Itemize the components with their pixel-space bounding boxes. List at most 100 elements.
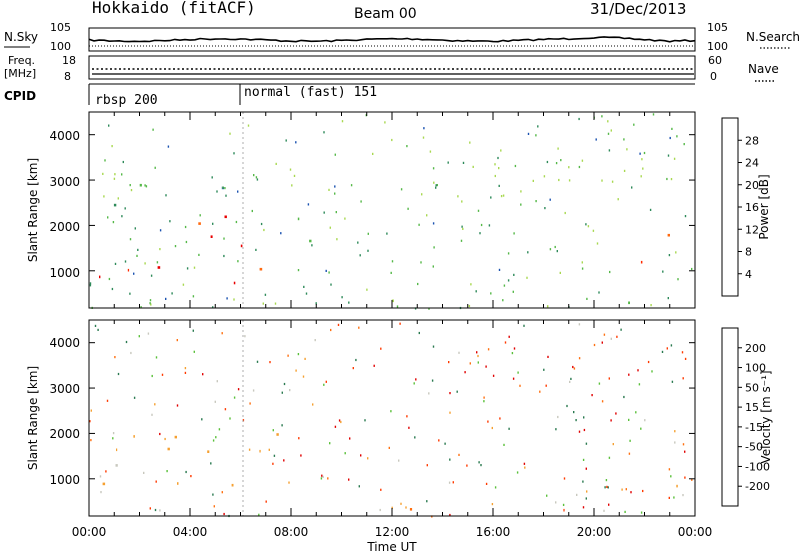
scatter-cell <box>357 241 359 244</box>
scatter-cell <box>682 443 685 446</box>
scatter-cell <box>269 361 271 364</box>
scatter-cell <box>691 267 693 271</box>
scatter-cell <box>480 223 483 227</box>
scatter-cell <box>523 324 525 327</box>
scatter-cell <box>155 480 157 483</box>
scatter-cell <box>433 246 435 249</box>
scatter-cell <box>476 351 478 354</box>
scatter-cell <box>573 367 576 370</box>
scatter-cell <box>477 361 479 364</box>
scatter-cell <box>500 195 503 198</box>
scatter-cell <box>138 335 140 338</box>
freq-left-tick-bottom: 8 <box>64 70 71 83</box>
scatter-cell <box>461 225 463 228</box>
colorbar-tick-label: -200 <box>745 480 770 493</box>
scatter-cell <box>422 136 425 139</box>
scatter-cell <box>592 229 595 232</box>
scatter-cell <box>124 207 126 210</box>
scatter-cell <box>432 167 435 170</box>
scatter-cell <box>682 494 684 497</box>
time-tick-2000: 20:00 <box>577 525 612 539</box>
scatter-cell <box>462 161 465 164</box>
velocity-colorbar-ticks: 200 100 50 15 -15 -50 -100 -200 <box>738 342 770 493</box>
scatter-cell <box>674 441 676 444</box>
scatter-cell <box>578 430 581 433</box>
scatter-cell <box>210 462 212 465</box>
scatter-cell <box>566 404 568 408</box>
scatter-cell <box>498 167 500 170</box>
time-tick-1600: 16:00 <box>476 525 511 539</box>
scatter-cell <box>408 426 410 429</box>
scatter-cell <box>537 125 539 128</box>
scatter-cell <box>547 355 549 358</box>
scatter-cell <box>237 190 239 193</box>
freq-strip-frame <box>88 55 696 80</box>
scatter-cell <box>358 485 360 488</box>
scatter-cell <box>229 417 231 420</box>
scatter-cell <box>305 292 308 295</box>
scatter-cell <box>560 159 562 162</box>
scatter-cell <box>373 364 375 367</box>
scatter-cell <box>449 411 451 414</box>
scatter-cell <box>154 403 156 406</box>
scatter-cell <box>671 127 673 130</box>
scatter-cell <box>285 139 287 142</box>
nave-label: Nave <box>748 62 779 76</box>
scatter-cell <box>108 277 111 281</box>
scatter-cell <box>516 471 519 474</box>
scatter-cell <box>207 450 210 453</box>
scatter-cell <box>117 197 119 200</box>
scatter-cell <box>237 260 239 263</box>
scatter-cell <box>124 260 127 263</box>
noise-search-label: N.Search <box>746 30 800 44</box>
scatter-cell <box>100 491 102 494</box>
scatter-cell <box>684 215 687 218</box>
scatter-cell <box>192 329 194 332</box>
scatter-cell <box>233 298 235 301</box>
scatter-cell <box>97 328 99 331</box>
scatter-cell <box>587 225 590 228</box>
scatter-cell <box>642 489 644 493</box>
scatter-cell <box>121 173 123 176</box>
scatter-cell <box>544 207 546 210</box>
scatter-cell <box>610 129 612 132</box>
scatter-cell <box>198 253 200 256</box>
scatter-cell <box>149 302 151 305</box>
scatter-cell <box>494 174 496 178</box>
scatter-cell <box>543 175 546 178</box>
scatter-cell <box>323 211 325 214</box>
scatter-cell <box>628 418 630 421</box>
scatter-cell <box>491 426 493 430</box>
scatter-cell <box>129 292 131 295</box>
scatter-cell <box>461 200 463 203</box>
scatter-cell <box>112 432 115 435</box>
cpid-label: CPID <box>4 89 36 103</box>
scatter-cell <box>130 189 133 192</box>
scatter-cell <box>480 464 482 467</box>
scatter-cell <box>421 193 423 196</box>
colorbar-tick-label: 20 <box>745 179 759 192</box>
beam-label: Beam 00 <box>354 6 417 22</box>
scatter-cell <box>325 269 327 272</box>
scatter-cell <box>570 377 572 380</box>
scatter-cell <box>154 166 156 169</box>
scatter-cell <box>601 179 603 182</box>
scatter-cell <box>379 508 381 512</box>
scatter-cell <box>598 382 601 385</box>
scatter-cell <box>218 428 221 431</box>
scatter-cell <box>112 221 115 224</box>
scatter-cell <box>549 248 552 251</box>
scatter-cell <box>438 439 440 442</box>
scatter-cell <box>429 150 432 153</box>
scatter-cell <box>348 301 350 304</box>
scatter-cell <box>428 392 430 395</box>
scatter-cell <box>265 500 267 503</box>
scatter-cell <box>607 120 609 123</box>
scatter-cell <box>268 448 270 451</box>
scatter-cell <box>650 304 652 307</box>
freq-right-tick-bottom: 0 <box>710 70 717 83</box>
scatter-cell <box>633 123 635 126</box>
scatter-cell <box>111 287 114 291</box>
noise-sky-line <box>88 36 696 43</box>
scatter-cell <box>106 399 109 402</box>
